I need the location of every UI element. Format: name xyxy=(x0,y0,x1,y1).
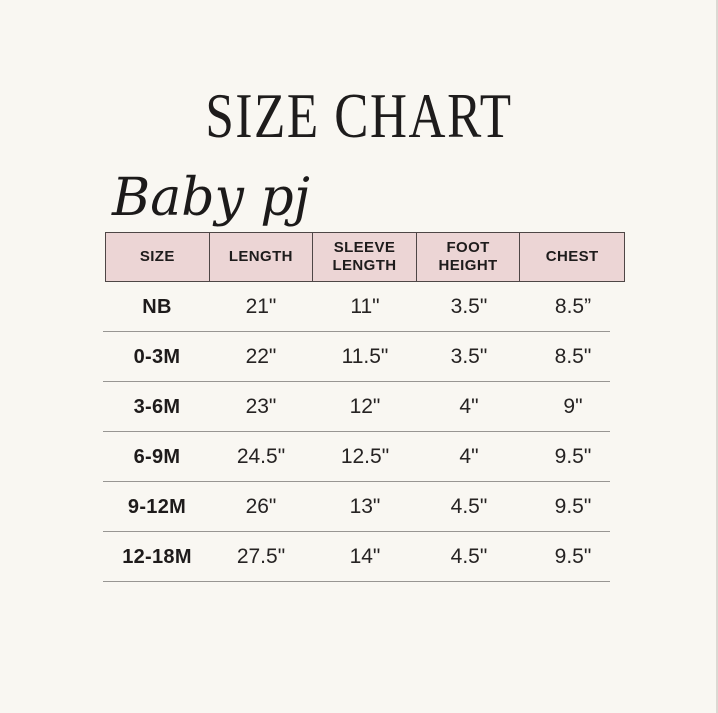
sleeve-length-value: 11" xyxy=(350,295,380,318)
chest-value: 9.5" xyxy=(554,495,592,518)
sleeve-length-value: 13" xyxy=(349,495,381,518)
table-header-row: SIZE LENGTH SLEEVE LENGTH FOOT HEIGHT CH… xyxy=(105,232,625,282)
sleeve-length-value: 14" xyxy=(349,545,381,568)
column-header-length: LENGTH xyxy=(210,233,314,281)
size-chart-table: SIZE LENGTH SLEEVE LENGTH FOOT HEIGHT CH… xyxy=(103,232,625,582)
foot-height-value: 4" xyxy=(459,445,479,468)
column-header-foot-height: FOOT HEIGHT xyxy=(417,233,521,281)
table-row-0-3m: 0-3M 22" 11.5" 3.5" 8.5" xyxy=(103,332,625,382)
size-value: 9-12M xyxy=(127,495,187,518)
length-value: 22" xyxy=(245,345,277,368)
length-value: 26" xyxy=(245,495,277,518)
column-header-sleeve-length: SLEEVE LENGTH xyxy=(313,233,417,281)
size-value: 3-6M xyxy=(133,395,181,418)
table-row-12-18m: 12-18M 27.5" 14" 4.5" 9.5" xyxy=(103,532,625,582)
table-row-9-12m: 9-12M 26" 13" 4.5" 9.5" xyxy=(103,482,625,532)
brand-script-label: Baby pj xyxy=(112,168,310,228)
page-title: SIZE CHART xyxy=(205,80,513,151)
chest-value: 9.5" xyxy=(554,445,592,468)
foot-height-value: 4.5" xyxy=(450,545,488,568)
table-row-6-9m: 6-9M 24.5" 12.5" 4" 9.5" xyxy=(103,432,625,482)
sleeve-length-value: 12" xyxy=(349,395,381,418)
foot-height-value: 4" xyxy=(459,395,479,418)
sleeve-length-value: 12.5" xyxy=(340,445,390,468)
sleeve-length-value: 11.5" xyxy=(341,345,389,368)
length-value: 24.5" xyxy=(236,445,286,468)
chest-value: 8.5” xyxy=(554,295,592,318)
size-value: NB xyxy=(142,295,172,318)
size-value: 6-9M xyxy=(133,445,181,468)
size-value: 0-3M xyxy=(133,345,181,368)
foot-height-value: 4.5" xyxy=(450,495,488,518)
chest-value: 9" xyxy=(563,395,583,418)
screen-right-edge-line xyxy=(716,0,718,713)
length-value: 23" xyxy=(245,395,277,418)
column-header-size: SIZE xyxy=(106,233,210,281)
foot-height-value: 3.5" xyxy=(450,345,488,368)
length-value: 21" xyxy=(245,295,277,318)
foot-height-value: 3.5" xyxy=(450,295,488,318)
length-value: 27.5" xyxy=(236,545,286,568)
size-value: 12-18M xyxy=(122,545,192,568)
table-row-nb: NB 21" 11" 3.5" 8.5” xyxy=(103,282,625,332)
column-header-chest: CHEST xyxy=(545,248,599,265)
table-row-3-6m: 3-6M 23" 12" 4" 9" xyxy=(103,382,625,432)
chest-value: 9.5" xyxy=(554,545,592,568)
chest-value: 8.5" xyxy=(554,345,592,368)
